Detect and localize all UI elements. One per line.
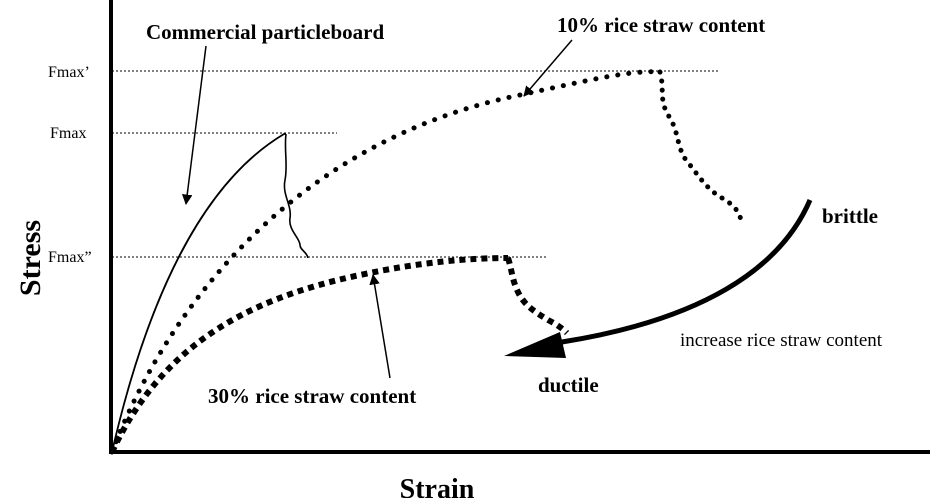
brittle-label: brittle	[822, 204, 878, 228]
rice10-fracture	[657, 69, 745, 228]
commercial-pointer	[181, 45, 207, 206]
y-axis-label: Stress	[14, 220, 47, 296]
rice30-label: 30% rice straw content	[208, 384, 416, 408]
x-axis-label: Strain	[400, 474, 475, 498]
commercial-curve	[111, 133, 286, 453]
fmax-prime-label: Fmax’	[48, 64, 90, 81]
ductile-label: ductile	[538, 373, 599, 397]
rice30-pointer	[369, 273, 391, 379]
fmax-double-prime-label: Fmax”	[48, 249, 92, 266]
rice10-pointer	[523, 39, 573, 97]
rice10-curve	[109, 69, 663, 455]
commercial-label: Commercial particleboard	[146, 20, 384, 44]
rice30-curve	[109, 255, 509, 454]
trend-arrow	[561, 199, 813, 345]
fmax-label: Fmax	[50, 125, 86, 142]
rice10-label: 10% rice straw content	[557, 13, 765, 37]
increase-label: increase rice straw content	[680, 330, 883, 351]
commercial-fracture	[283, 133, 309, 259]
rice30-fracture	[505, 257, 570, 336]
trend-arrow-head	[504, 332, 566, 358]
